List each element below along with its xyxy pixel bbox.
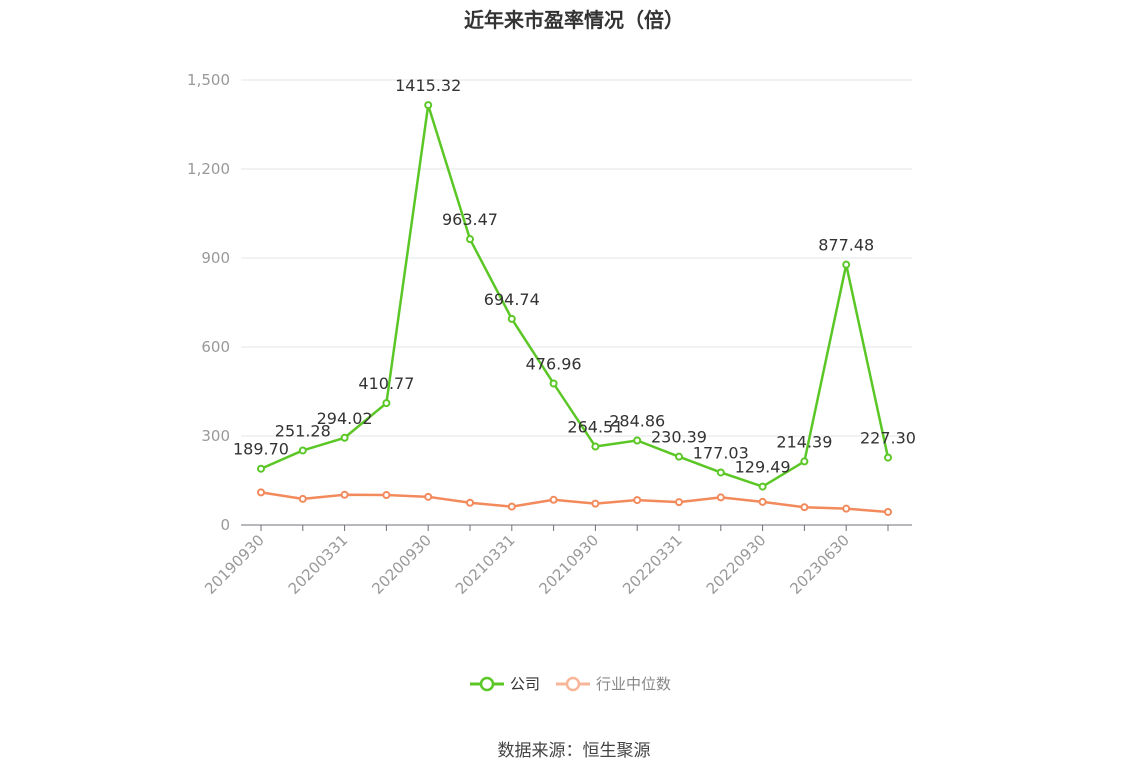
company-point: [424, 101, 433, 110]
company-point: [758, 482, 767, 491]
x-tick-label: 20200930: [368, 531, 435, 598]
data-label: 410.77: [358, 374, 414, 393]
company-point: [549, 379, 558, 388]
y-tick-label: 1,200: [187, 160, 230, 178]
company-point: [633, 436, 642, 445]
y-tick-label: 300: [201, 427, 230, 445]
data-label: 230.39: [651, 428, 707, 447]
data-label: 264.51: [567, 418, 623, 437]
industry-median-point: [716, 493, 725, 502]
x-tick-label: 20230630: [786, 531, 853, 598]
company-point: [800, 457, 809, 466]
y-tick-label: 1,500: [187, 71, 230, 89]
data-label: 694.74: [484, 290, 540, 309]
data-label: 214.39: [776, 432, 832, 451]
x-tick-label: 20210930: [536, 531, 603, 598]
source-note: 数据来源：恒生聚源: [497, 741, 651, 761]
data-label: 294.02: [317, 409, 373, 428]
company-point: [466, 235, 474, 244]
x-tick-label: 20190930: [201, 531, 268, 598]
industry-median-point: [675, 498, 683, 507]
x-tick-label: 20210331: [452, 531, 519, 598]
data-label: 189.70: [233, 440, 289, 459]
company-point: [842, 260, 851, 269]
legend-label-company: 公司: [510, 675, 541, 693]
data-label: 963.47: [442, 210, 498, 229]
industry-median-point: [884, 507, 892, 516]
x-tick-label: 20220331: [619, 531, 686, 598]
company-point: [257, 464, 265, 473]
data-label: 476.96: [526, 355, 582, 374]
x-tick-label: 20220930: [703, 531, 770, 598]
y-tick-label: 600: [201, 338, 230, 356]
legend-item-company[interactable]: 公司: [470, 673, 540, 694]
data-label: 177.03: [693, 443, 749, 462]
data-label: 251.28: [275, 421, 331, 440]
company-point: [298, 446, 307, 455]
chart-title: 近年来市盈率情况（倍）: [464, 8, 684, 32]
industry-median-point: [507, 502, 516, 511]
series: [257, 101, 892, 516]
y-tick-label: 0: [220, 516, 230, 534]
y-tick-label: 900: [201, 249, 230, 267]
axes: 0 300 600 900 1,200 1,500 20190930 20200331 2020…: [187, 71, 912, 598]
company-point: [340, 433, 349, 442]
data-label: 284.86: [609, 411, 665, 430]
legend-label-industry-median: 行业中位数: [596, 675, 672, 693]
company-point: [507, 314, 516, 323]
industry-median-point: [340, 490, 349, 499]
legend-line-circle-icon: [556, 676, 590, 691]
industry-median-point: [466, 498, 474, 507]
company-line: [260, 103, 890, 488]
grid-lines: [241, 79, 912, 437]
legend-item-industry-median[interactable]: 行业中位数: [556, 673, 671, 694]
company-point: [675, 452, 683, 461]
industry-median-line: [260, 491, 889, 514]
industry-median-point: [800, 503, 809, 512]
data-label: 227.30: [860, 429, 916, 448]
company-point: [382, 399, 391, 408]
industry-median-point: [257, 488, 265, 497]
data-label: 129.49: [735, 458, 791, 477]
company-point: [591, 442, 600, 451]
industry-median-point: [424, 492, 433, 501]
data-label: 877.48: [818, 236, 874, 255]
industry-median-point: [591, 499, 600, 508]
company-point: [884, 453, 892, 462]
data-label: 1415.32: [395, 76, 461, 95]
pe-ratio-line-chart: 0 300 600 900 1,200 1,500 20190930 20200331 2020…: [187, 71, 916, 598]
industry-median-point: [549, 495, 558, 504]
legend-line-circle-icon: [470, 676, 504, 691]
x-tick-label: 20200331: [285, 531, 352, 598]
company-point: [716, 468, 725, 477]
industry-median-point: [298, 494, 307, 503]
industry-median-point: [758, 497, 767, 506]
industry-median-point: [842, 504, 851, 513]
industry-median-point: [633, 496, 642, 505]
industry-median-point: [382, 491, 391, 500]
